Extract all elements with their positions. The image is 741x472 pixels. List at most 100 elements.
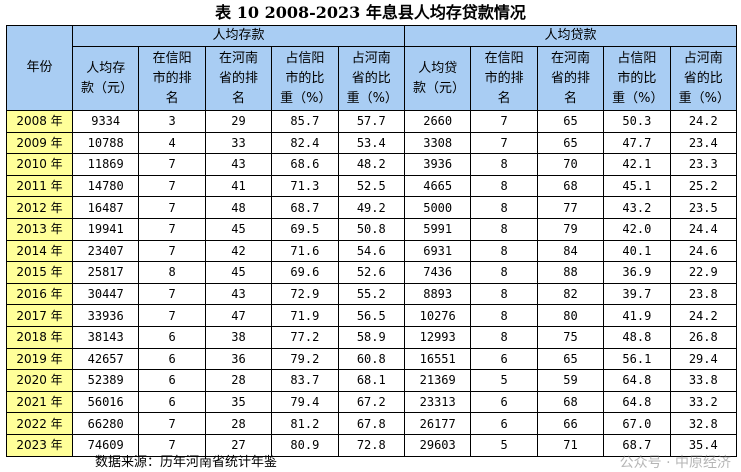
value-cell: 67.2 bbox=[337, 390, 406, 414]
value-cell: 74609 bbox=[71, 433, 140, 457]
value-cell: 88 bbox=[536, 261, 605, 284]
value-cell: 8 bbox=[470, 239, 538, 263]
value-cell: 43 bbox=[204, 282, 273, 306]
value-cell: 16487 bbox=[71, 196, 140, 219]
loan-col-header: 在信阳市的排名 bbox=[470, 46, 538, 111]
table-row: 2016 年 30447 7 43 72.9 55.2 8893 8 82 39.7 23.8 bbox=[6, 282, 738, 306]
value-cell: 43.2 bbox=[603, 196, 671, 219]
deposit-group-header: 人均存款 bbox=[72, 25, 405, 47]
loan-group-header: 人均贷款 bbox=[404, 25, 737, 47]
value-cell: 26.8 bbox=[669, 325, 738, 349]
table-row: 2018 年 38143 6 38 77.2 58.9 12993 8 75 48.8 26.8 bbox=[6, 325, 738, 349]
value-cell: 35 bbox=[204, 390, 273, 414]
value-cell: 8 bbox=[470, 174, 538, 198]
year-cell: 2009 年 bbox=[6, 131, 73, 155]
value-cell: 30447 bbox=[71, 282, 140, 306]
watermark: 公众号 · 中原经济 bbox=[619, 455, 731, 471]
value-cell: 75 bbox=[536, 325, 605, 349]
year-cell: 2011 年 bbox=[6, 174, 73, 198]
value-cell: 5000 bbox=[403, 196, 472, 219]
value-cell: 5 bbox=[470, 433, 538, 457]
value-cell: 8 bbox=[470, 217, 538, 241]
value-cell: 68.1 bbox=[337, 369, 406, 392]
value-cell: 7 bbox=[138, 196, 206, 219]
value-cell: 28 bbox=[204, 369, 273, 392]
value-cell: 6 bbox=[138, 390, 206, 414]
value-cell: 8 bbox=[470, 196, 538, 219]
value-cell: 24.4 bbox=[669, 217, 738, 241]
value-cell: 82 bbox=[536, 282, 605, 306]
value-cell: 48.8 bbox=[603, 325, 671, 349]
year-cell: 2020 年 bbox=[6, 369, 73, 392]
value-cell: 9334 bbox=[71, 110, 140, 133]
value-cell: 71 bbox=[536, 433, 605, 457]
value-cell: 16551 bbox=[403, 347, 472, 371]
value-cell: 83.7 bbox=[271, 369, 339, 392]
table-row: 2014 年 23407 7 42 71.6 54.6 6931 8 84 40.1 24.6 bbox=[6, 239, 738, 263]
value-cell: 56.1 bbox=[603, 347, 671, 371]
table-row: 2021 年 56016 6 35 79.4 67.2 23313 6 68 64.8 33.2 bbox=[6, 390, 738, 414]
value-cell: 8 bbox=[470, 304, 538, 327]
value-cell: 26177 bbox=[403, 412, 472, 435]
value-cell: 55.2 bbox=[337, 282, 406, 306]
value-cell: 52.6 bbox=[337, 261, 406, 284]
value-cell: 81.2 bbox=[271, 412, 339, 435]
value-cell: 33 bbox=[204, 131, 273, 155]
table-row: 2020 年 52389 6 28 83.7 68.1 21369 5 59 64.8 33.8 bbox=[6, 369, 738, 392]
value-cell: 45 bbox=[204, 261, 273, 284]
value-cell: 7 bbox=[138, 153, 206, 176]
value-cell: 6 bbox=[138, 325, 206, 349]
table-row: 2009 年 10788 4 33 82.4 53.4 3308 7 65 47.7 23.4 bbox=[6, 131, 738, 155]
value-cell: 7 bbox=[138, 239, 206, 263]
value-cell: 50.8 bbox=[337, 217, 406, 241]
value-cell: 71.3 bbox=[271, 174, 339, 198]
value-cell: 29603 bbox=[403, 433, 472, 457]
value-cell: 8893 bbox=[403, 282, 472, 306]
value-cell: 29 bbox=[204, 110, 273, 133]
value-cell: 57.7 bbox=[337, 110, 406, 133]
value-cell: 56016 bbox=[71, 390, 140, 414]
value-cell: 14780 bbox=[71, 174, 140, 198]
value-cell: 45 bbox=[204, 217, 273, 241]
value-cell: 77 bbox=[536, 196, 605, 219]
value-cell: 33.8 bbox=[669, 369, 738, 392]
table-row: 2019 年 42657 6 36 79.2 60.8 16551 6 65 56.1 29.4 bbox=[6, 347, 738, 371]
value-cell: 50.3 bbox=[603, 110, 671, 133]
year-cell: 2017 年 bbox=[6, 304, 73, 327]
value-cell: 39.7 bbox=[603, 282, 671, 306]
deposit-col-header: 在信阳市的排名 bbox=[138, 46, 206, 111]
value-cell: 42657 bbox=[71, 347, 140, 371]
value-cell: 67.8 bbox=[337, 412, 406, 435]
value-cell: 67.0 bbox=[603, 412, 671, 435]
value-cell: 68.7 bbox=[271, 196, 339, 219]
value-cell: 25817 bbox=[71, 261, 140, 284]
loan-col-header: 占河南省的比重（%） bbox=[669, 46, 738, 111]
value-cell: 48.2 bbox=[337, 153, 406, 176]
value-cell: 64.8 bbox=[603, 390, 671, 414]
value-cell: 7 bbox=[138, 174, 206, 198]
value-cell: 42.0 bbox=[603, 217, 671, 241]
value-cell: 47 bbox=[204, 304, 273, 327]
value-cell: 58.9 bbox=[337, 325, 406, 349]
table-row: 2011 年 14780 7 41 71.3 52.5 4665 8 68 45.1 25.2 bbox=[6, 174, 738, 198]
value-cell: 65 bbox=[536, 347, 605, 371]
table-row: 2023 年 74609 7 27 80.9 72.8 29603 5 71 68.7 35.4 bbox=[6, 433, 738, 457]
value-cell: 64.8 bbox=[603, 369, 671, 392]
year-cell: 2022 年 bbox=[6, 412, 73, 435]
value-cell: 71.6 bbox=[271, 239, 339, 263]
table-row: 2012 年 16487 7 48 68.7 49.2 5000 8 77 43.2 23.5 bbox=[6, 196, 738, 219]
value-cell: 28 bbox=[204, 412, 273, 435]
value-cell: 69.5 bbox=[271, 217, 339, 241]
value-cell: 4665 bbox=[403, 174, 472, 198]
year-cell: 2013 年 bbox=[6, 217, 73, 241]
table-row: 2010 年 11869 7 43 68.6 48.2 3936 8 70 42.1 23.3 bbox=[6, 153, 738, 176]
year-cell: 2014 年 bbox=[6, 239, 73, 263]
value-cell: 71.9 bbox=[271, 304, 339, 327]
value-cell: 23.3 bbox=[669, 153, 738, 176]
value-cell: 6 bbox=[138, 347, 206, 371]
value-cell: 65 bbox=[536, 110, 605, 133]
value-cell: 23.5 bbox=[669, 196, 738, 219]
value-cell: 8 bbox=[470, 153, 538, 176]
value-cell: 69.6 bbox=[271, 261, 339, 284]
value-cell: 24.2 bbox=[669, 110, 738, 133]
